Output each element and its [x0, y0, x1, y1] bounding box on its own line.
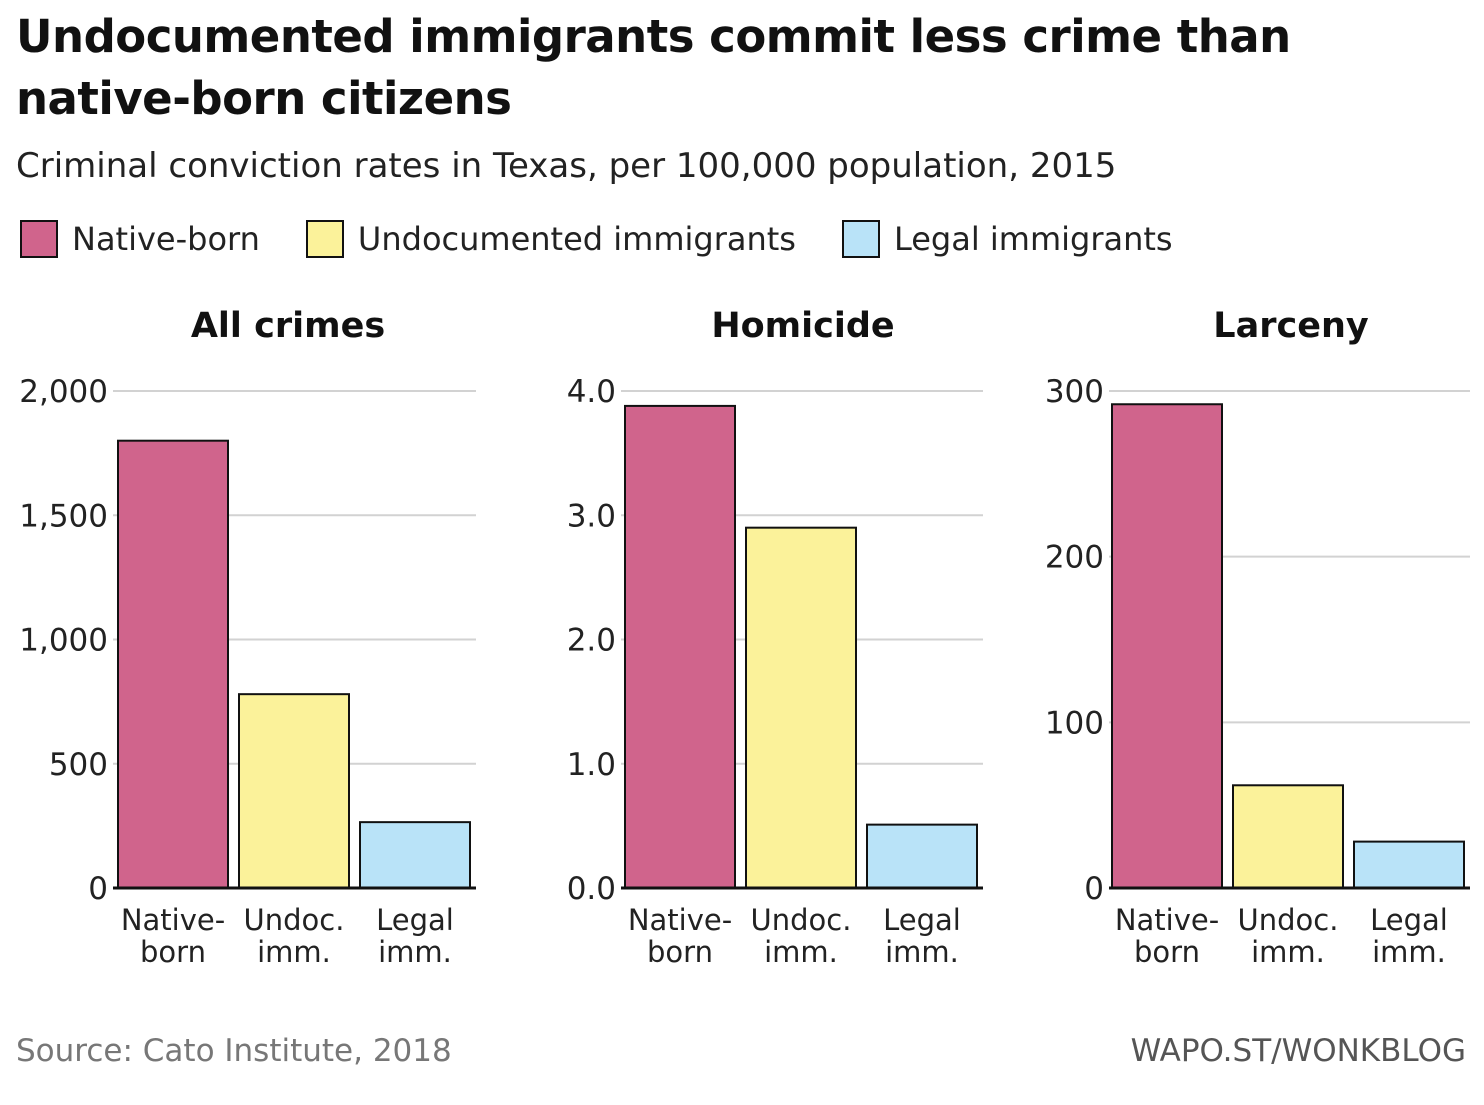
legend-swatch-native-born: [20, 220, 58, 258]
y-tick-label: 1,000: [19, 623, 108, 659]
y-tick-label: 500: [49, 747, 108, 783]
chart-larceny: Larceny 0 100 200 300 Native-born Undoc. imm. Le…: [1045, 306, 1470, 969]
x-tick-label: Undoc. imm.: [751, 903, 852, 969]
y-tick-label: 2,000: [19, 374, 108, 410]
y-tick-label: 1.0: [567, 747, 616, 783]
credit-note: WAPO.ST/WONKBLOG: [1130, 1033, 1466, 1069]
y-tick-label: 0: [1084, 871, 1104, 907]
chart-homicide: Homicide 0.0 1.0 2.0 3.0 4.0 Native-born Undoc.…: [567, 306, 983, 969]
legend-label-native-born: Native-born: [72, 220, 260, 258]
legend-swatch-legal: [841, 220, 880, 258]
x-tick-label: Undoc. imm.: [1238, 903, 1339, 969]
legend-item-native-born: Native-born: [20, 220, 260, 258]
bar-larceny-native-born: [1111, 403, 1223, 890]
chart-title: Undocumented immigrants commit less crim…: [16, 10, 1291, 125]
y-tick-label: 4.0: [567, 374, 616, 410]
x-tick-label: Undoc. imm.: [244, 903, 345, 969]
x-tick-label: Legal imm.: [1370, 903, 1448, 969]
x-tick-label: Native-born: [628, 903, 732, 969]
y-tick-label: 3.0: [567, 498, 616, 534]
bar-larceny-legal: [1353, 840, 1465, 890]
legend: Native-born Undocumented immigrants Lega…: [20, 218, 1219, 260]
legend-item-legal: Legal immigrants: [841, 220, 1173, 258]
panel-title-all-crimes: All crimes: [191, 306, 385, 346]
panel-title-homicide: Homicide: [711, 306, 894, 346]
panel-title-larceny: Larceny: [1213, 306, 1369, 346]
y-tick-label: 200: [1045, 540, 1104, 576]
bar-larceny-undocumented: [1232, 784, 1344, 889]
y-tick-label: 100: [1045, 705, 1104, 741]
x-tick-label: Legal imm.: [376, 903, 454, 969]
y-tick-label: 1,500: [19, 498, 108, 534]
legend-label-undocumented: Undocumented immigrants: [357, 220, 796, 258]
bar-all-crimes-native-born: [117, 439, 229, 889]
charts-area: All crimes 0 500 1,000 1,500 2,000 Native-born…: [19, 306, 1470, 969]
x-tick-label: Native-born: [1115, 903, 1219, 969]
y-tick-label: 0: [88, 871, 108, 907]
bar-homicide-undocumented: [745, 526, 857, 890]
bar-homicide-native-born: [624, 404, 736, 889]
bar-homicide-legal: [866, 823, 978, 890]
legend-swatch-undocumented: [305, 220, 344, 258]
y-tick-label: 2.0: [567, 623, 616, 659]
chart-all-crimes: All crimes 0 500 1,000 1,500 2,000 Native-born…: [19, 306, 476, 969]
x-tick-label: Native-born: [121, 903, 225, 969]
source-note: Source: Cato Institute, 2018: [16, 1033, 452, 1069]
y-tick-label: 300: [1045, 374, 1104, 410]
x-tick-label: Legal imm.: [883, 903, 961, 969]
bar-all-crimes-legal: [359, 821, 471, 890]
bar-all-crimes-undocumented: [238, 693, 350, 890]
chart-subtitle: Criminal conviction rates in Texas, per …: [16, 146, 1117, 186]
legend-item-undocumented: Undocumented immigrants: [305, 220, 796, 258]
legend-label-legal: Legal immigrants: [893, 220, 1173, 258]
y-tick-label: 0.0: [567, 871, 616, 907]
